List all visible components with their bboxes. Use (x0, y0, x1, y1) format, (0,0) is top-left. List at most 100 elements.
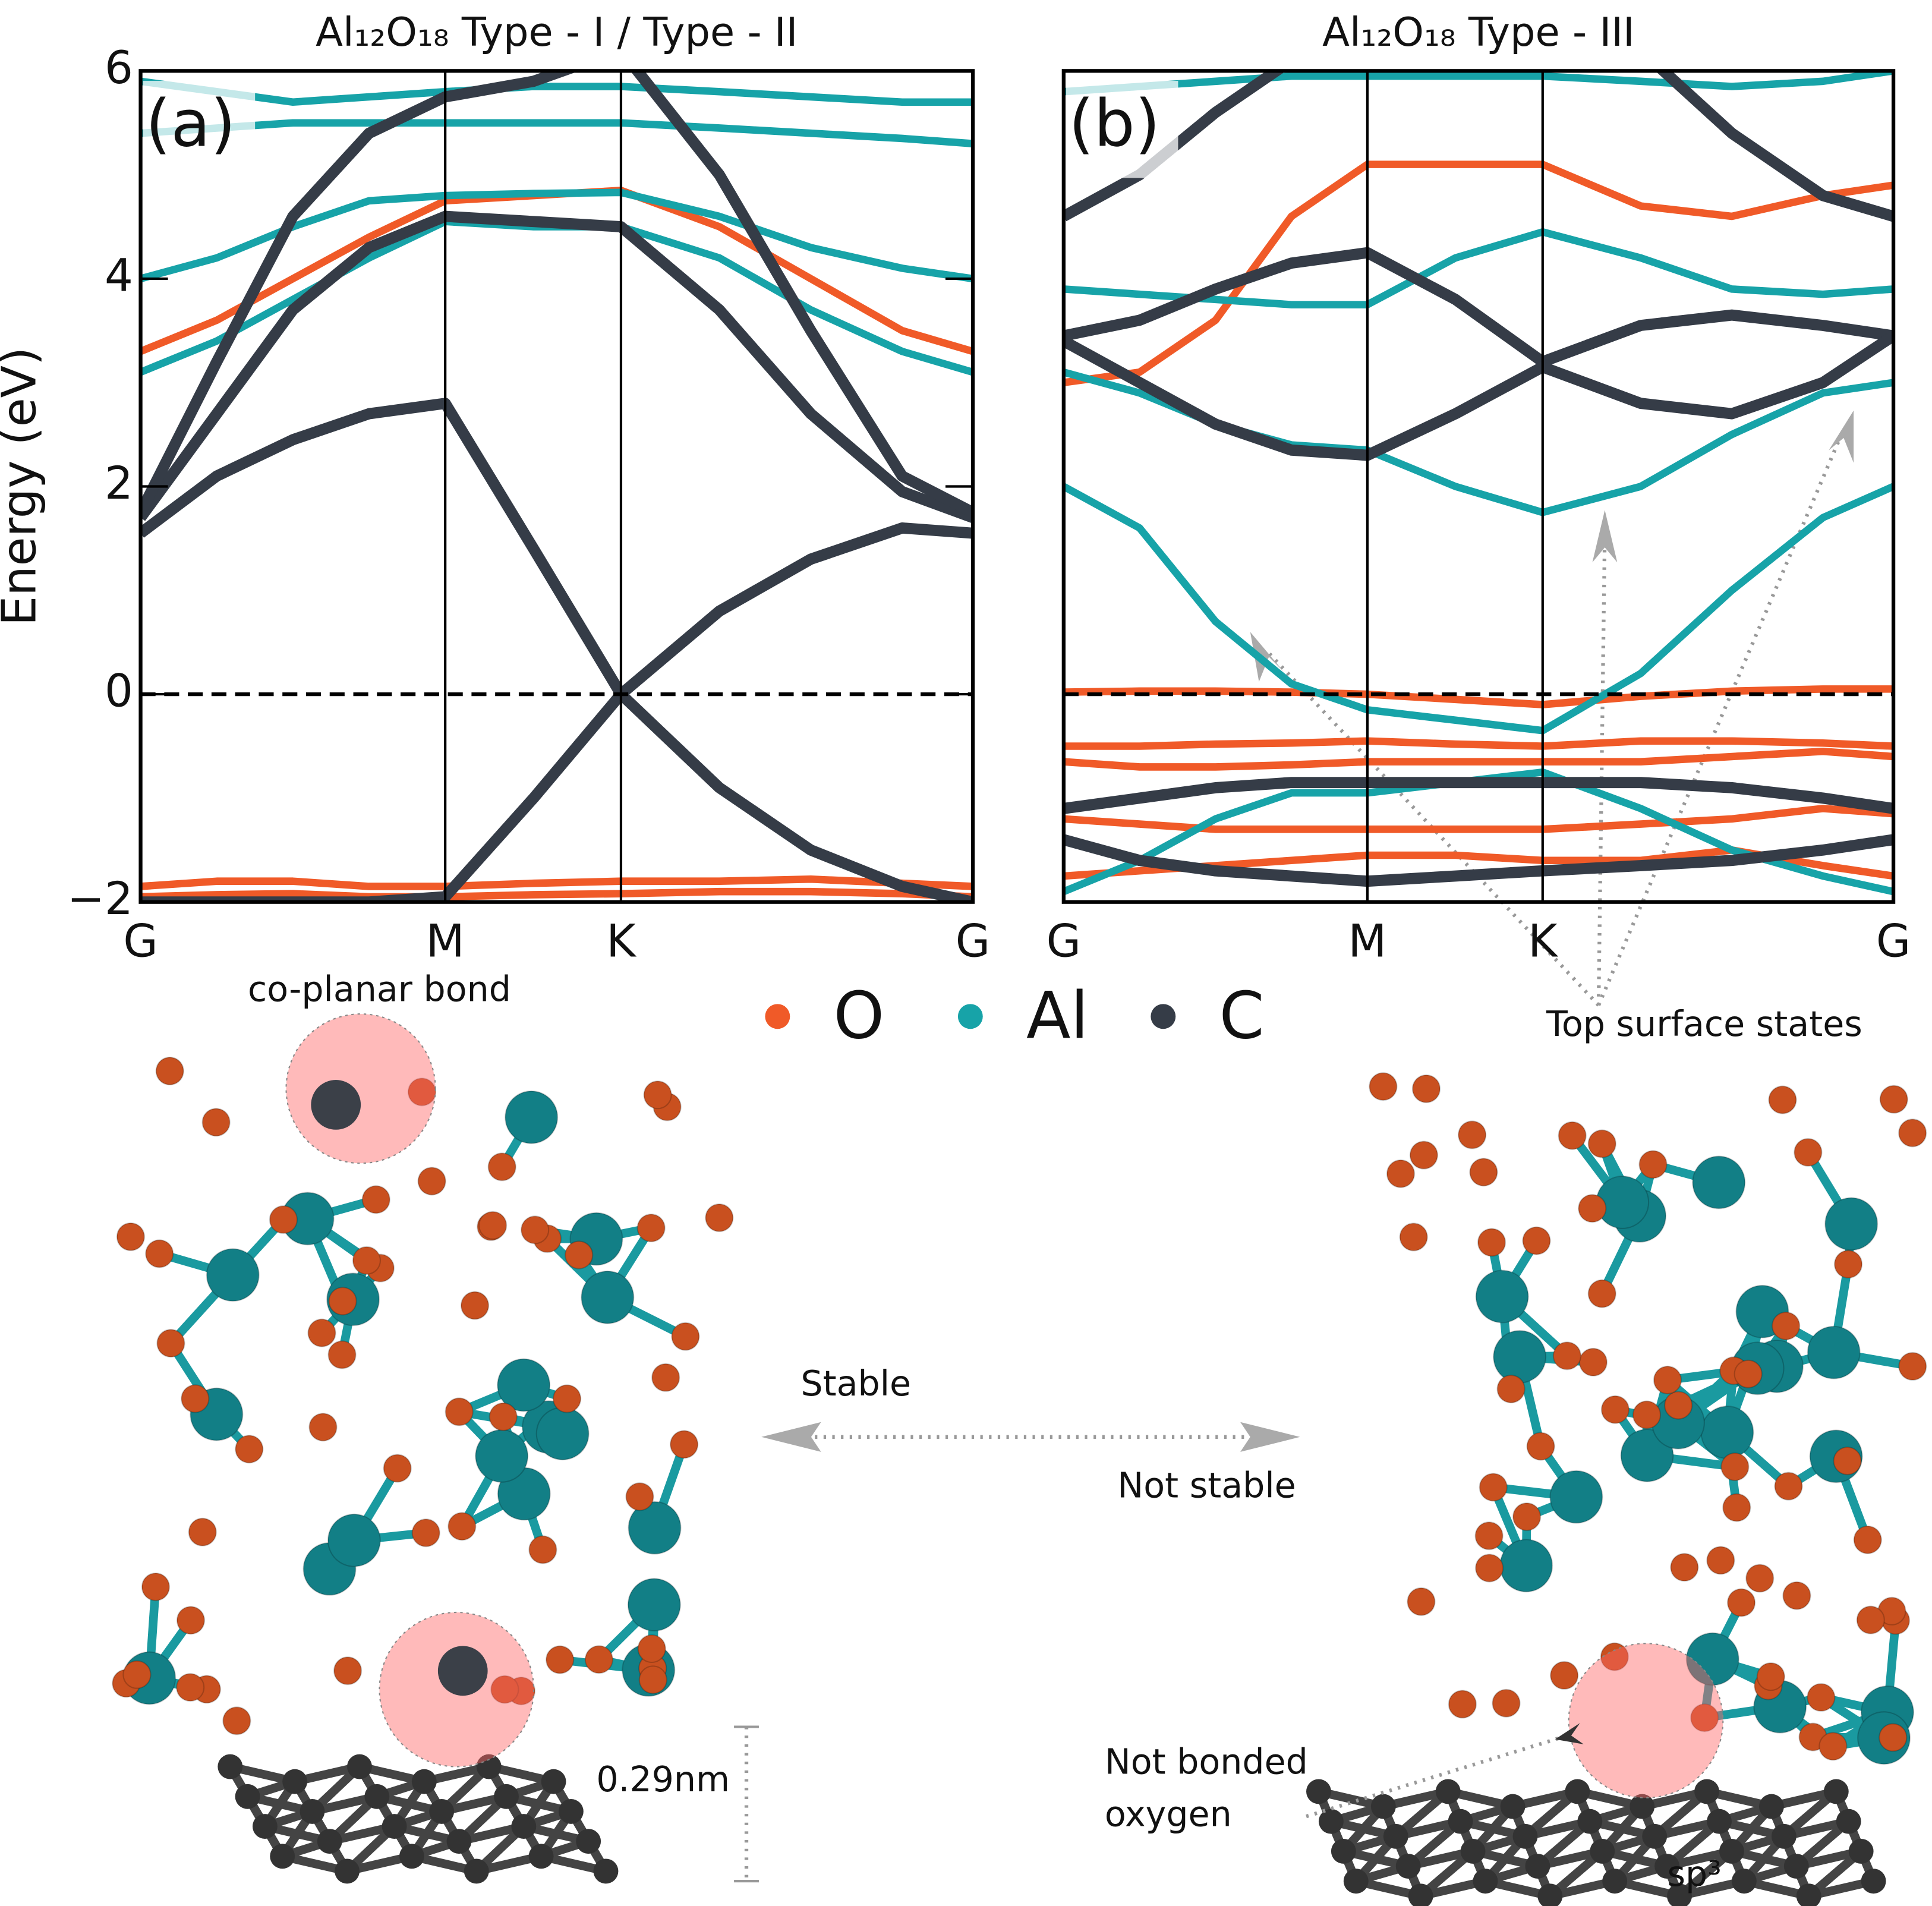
legend-label: O (834, 978, 885, 1053)
y-tick-label: 2 (105, 457, 133, 509)
atom (156, 1329, 185, 1358)
panel-label: (b) (1069, 86, 1160, 161)
structures (112, 1013, 1927, 1906)
annotation: 0.29nm (596, 1759, 730, 1800)
atom (1700, 1406, 1754, 1460)
atom (1653, 1365, 1682, 1395)
atom (541, 1769, 566, 1794)
atom (1879, 1085, 1908, 1114)
arrow-heads (761, 410, 1854, 1744)
atom (1727, 1588, 1756, 1617)
legend-marker (957, 1004, 983, 1029)
atom (1496, 1375, 1526, 1404)
atom (593, 1858, 619, 1884)
atom (411, 1519, 440, 1548)
plot-frame (138, 69, 975, 904)
annotation: Top surface states (1546, 1004, 1862, 1044)
atom (1383, 1823, 1408, 1849)
atom (252, 1814, 278, 1839)
band-line (140, 398, 973, 700)
atom (1774, 1472, 1803, 1501)
atom (1474, 1521, 1504, 1551)
atom (1848, 1838, 1874, 1864)
atom (270, 1844, 295, 1869)
atom (1731, 1869, 1757, 1894)
band-line (1063, 685, 1894, 708)
atom (145, 1239, 174, 1268)
x-tick-label: M (426, 915, 465, 967)
atom (1550, 1661, 1579, 1690)
atom (327, 1513, 381, 1567)
atom (446, 1829, 472, 1854)
band-line (1063, 228, 1894, 308)
atom (1720, 1452, 1750, 1482)
atom (1473, 1869, 1498, 1894)
band-line (140, 77, 973, 106)
band-line (140, 188, 973, 283)
atom (552, 1384, 582, 1413)
atom (497, 1358, 551, 1412)
atom (1642, 1823, 1668, 1849)
atom (335, 1858, 360, 1884)
band-line (1063, 747, 1894, 771)
atom (1694, 1779, 1720, 1804)
x-tick-label: K (1528, 915, 1558, 967)
atom (445, 1397, 474, 1426)
atom (1408, 1883, 1433, 1906)
atom (1407, 1587, 1436, 1616)
atom (1577, 1809, 1603, 1834)
atom (1399, 1223, 1428, 1252)
panel-label: (a) (146, 86, 236, 161)
chart-title: Al₁₂O₁₈ Type - III (1322, 9, 1635, 55)
atom (176, 1673, 205, 1702)
atom (476, 1754, 502, 1779)
atom (535, 1407, 590, 1461)
atom (1549, 1470, 1603, 1524)
atom (235, 1784, 260, 1809)
atom (627, 1578, 681, 1632)
plot-frame (1061, 69, 1896, 904)
atom (1493, 1330, 1547, 1384)
atom (188, 1517, 217, 1546)
x-tick-label: G (123, 915, 157, 967)
atom (1756, 1662, 1785, 1691)
atom (1395, 1854, 1421, 1879)
band-line (140, 119, 973, 147)
atom (511, 1814, 537, 1839)
atom (670, 1430, 699, 1459)
atom (417, 1167, 446, 1196)
highlight (285, 1013, 436, 1164)
atom (1369, 1072, 1398, 1101)
atom (1318, 1809, 1344, 1834)
atom (1411, 1074, 1441, 1104)
atom (546, 1645, 575, 1674)
atom (1879, 1723, 1908, 1752)
atom (155, 1056, 184, 1086)
scale-bar (734, 1725, 759, 1883)
band-line (1063, 247, 1894, 368)
atom (1448, 1809, 1473, 1834)
atom (1500, 1794, 1526, 1819)
atom (1578, 1347, 1608, 1377)
atom (122, 1660, 152, 1689)
atom (1409, 1141, 1438, 1170)
atom (1602, 1869, 1628, 1894)
x-tick-label: G (1876, 915, 1911, 967)
band-line (1063, 737, 1894, 750)
annotation: oxygen (1105, 1794, 1232, 1834)
atom (1590, 1838, 1615, 1864)
atom (429, 1798, 455, 1824)
atom (1578, 1194, 1607, 1223)
atom (399, 1844, 424, 1869)
atom (581, 1270, 635, 1324)
atom (1759, 1794, 1784, 1819)
band-line (1063, 368, 1894, 516)
panel-label-bg (143, 81, 256, 178)
y-tick-label: 0 (105, 665, 133, 717)
atom (490, 1675, 519, 1704)
atom (364, 1784, 390, 1809)
band-line (1063, 483, 1894, 735)
atom (528, 1535, 557, 1564)
atom (487, 1152, 516, 1182)
atom (1745, 1564, 1775, 1593)
